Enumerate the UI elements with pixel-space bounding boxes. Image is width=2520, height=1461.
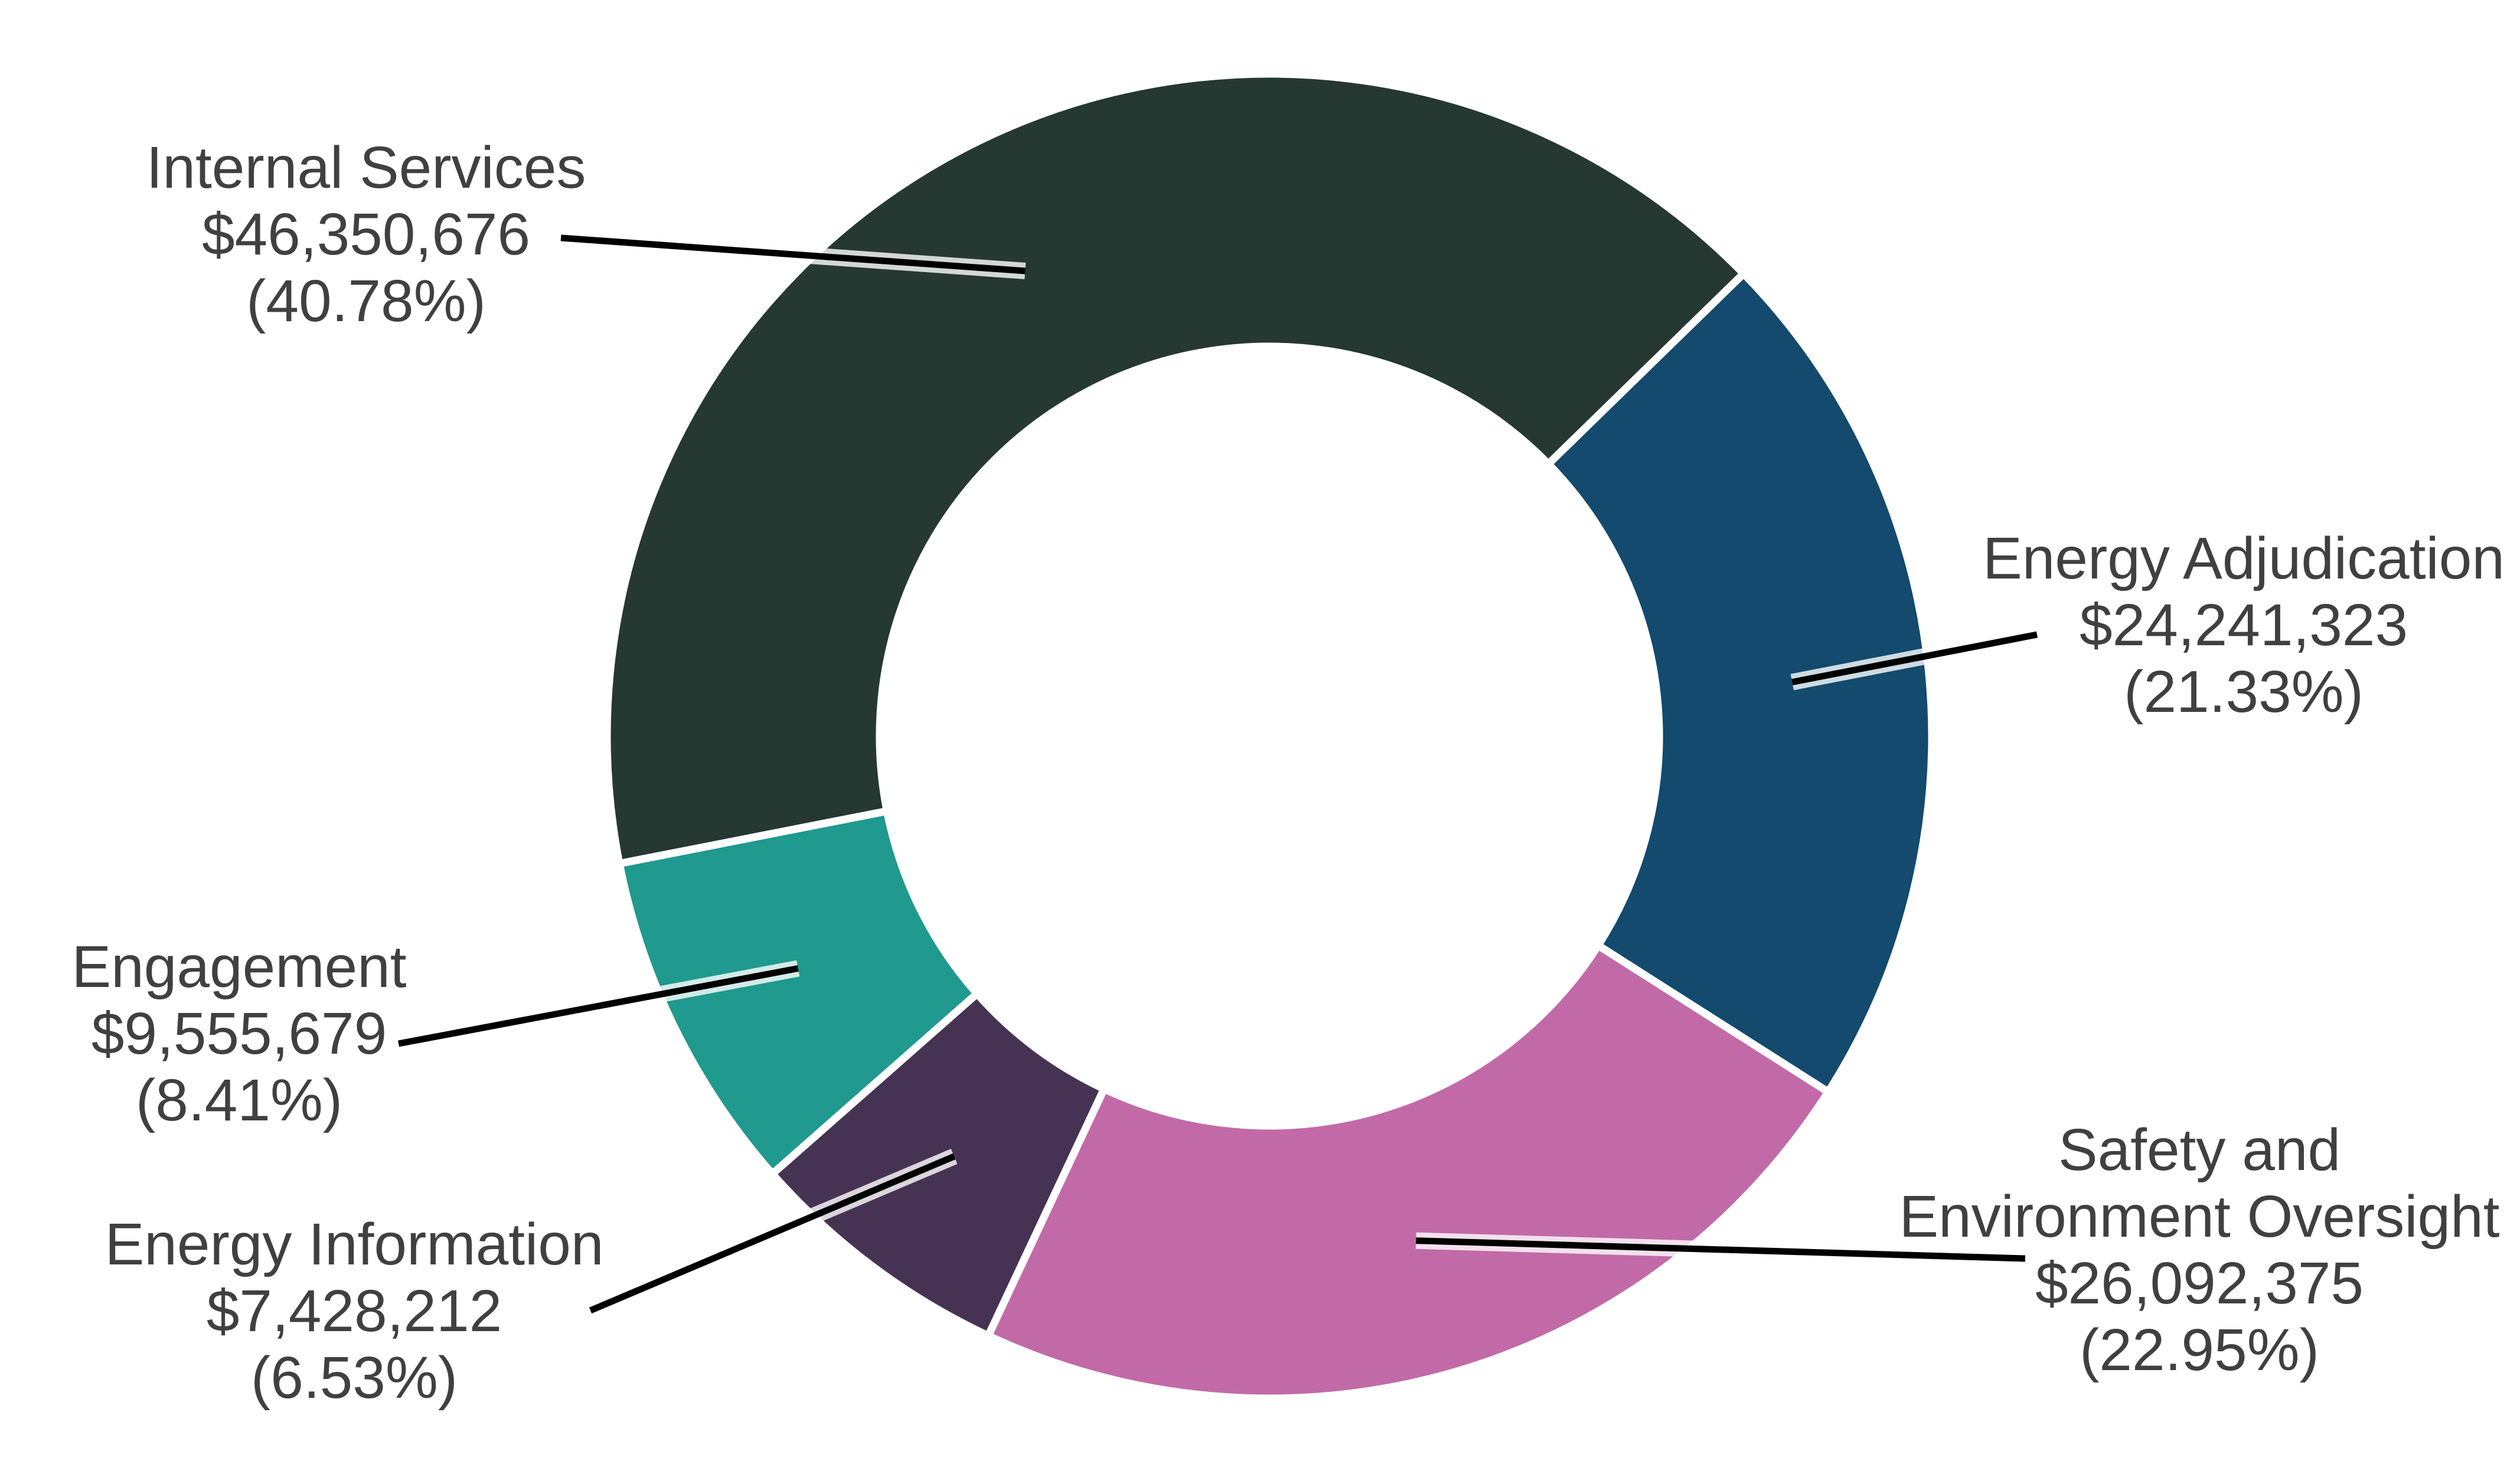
leader-line-engagement: [397, 965, 799, 1047]
donut-segment-internal-services: [603, 70, 1749, 868]
label-amount: $46,350,676: [201, 201, 531, 267]
label-amount: $26,092,375: [2035, 1250, 2364, 1316]
label-energy-information: Energy Information $7,428,212 (6.53%): [105, 1211, 604, 1411]
label-name: Safety and Environment Oversight: [1899, 1117, 2500, 1250]
label-amount: $24,241,323: [2079, 592, 2408, 658]
label-percent: (40.78%): [246, 268, 486, 334]
label-name: Energy Information: [105, 1211, 604, 1277]
donut-segment-engagement: [615, 806, 982, 1179]
label-safety-and-environment-oversight: Safety and Environment Oversight $26,092,…: [1899, 1117, 2499, 1384]
donut-segments-layer: [603, 70, 1936, 1403]
label-name: Energy Adjudication: [1983, 525, 2505, 591]
label-energy-adjudication: Energy Adjudication $24,241,323 (21.33%): [1983, 525, 2505, 725]
donut-segment-energy-adjudication: [1543, 268, 1936, 1097]
label-name: Internal Services: [146, 135, 586, 201]
label-name: Engagement: [71, 934, 407, 1000]
label-internal-services: Internal Services $46,350,676 (40.78%): [146, 135, 586, 335]
leader-lines-layer: [397, 230, 2039, 1318]
label-amount: $7,428,212: [206, 1278, 502, 1344]
label-percent: (6.53%): [250, 1345, 458, 1411]
label-percent: (22.95%): [2080, 1317, 2319, 1383]
leader-line-safety-environment-oversight: [1416, 1237, 2026, 1262]
leader-line-internal-services: [560, 234, 1026, 274]
leader-line-energy-information: [589, 1153, 956, 1314]
label-percent: (21.33%): [2124, 659, 2364, 725]
label-percent: (8.41%): [135, 1067, 343, 1133]
label-amount: $9,555,679: [91, 1001, 387, 1067]
leader-line-energy-adjudication: [1791, 631, 2038, 685]
label-engagement: Engagement $9,555,679 (8.41%): [71, 934, 406, 1134]
donut-segment-safety-environment-oversight: [983, 940, 1834, 1403]
